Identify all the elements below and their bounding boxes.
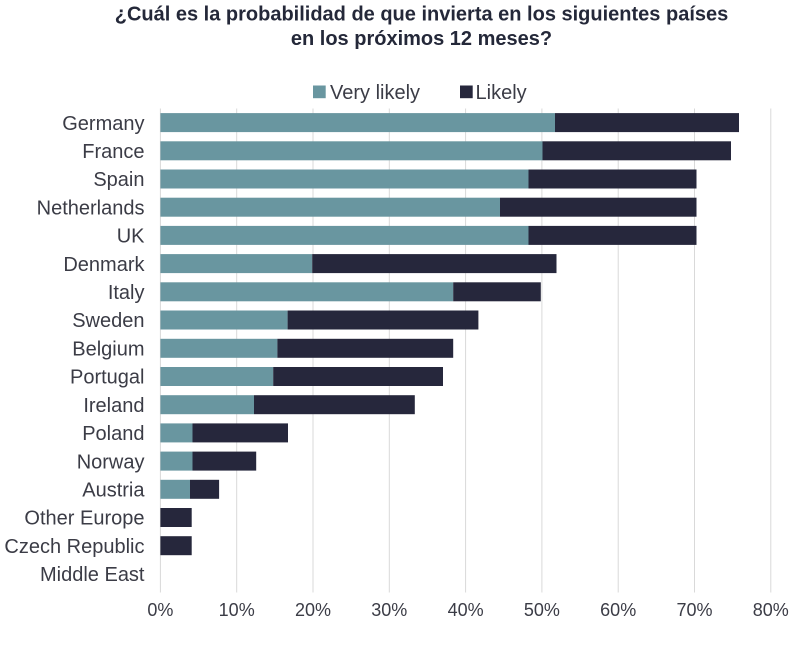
svg-text:Very likely: Very likely bbox=[330, 82, 420, 104]
svg-text:Italy: Italy bbox=[108, 282, 145, 304]
svg-text:Poland: Poland bbox=[82, 423, 144, 445]
svg-text:¿Cuál es la probabilidad de qu: ¿Cuál es la probabilidad de que invierta… bbox=[115, 3, 729, 25]
svg-text:30%: 30% bbox=[371, 600, 407, 620]
svg-text:Middle East: Middle East bbox=[40, 564, 145, 586]
svg-text:UK: UK bbox=[117, 226, 145, 248]
svg-text:Denmark: Denmark bbox=[63, 254, 145, 276]
svg-text:60%: 60% bbox=[600, 600, 636, 620]
svg-text:10%: 10% bbox=[219, 600, 255, 620]
svg-text:en los próximos 12 meses?: en los próximos 12 meses? bbox=[291, 28, 552, 50]
svg-text:Germany: Germany bbox=[62, 113, 144, 135]
svg-text:Czech Republic: Czech Republic bbox=[4, 536, 144, 558]
svg-text:50%: 50% bbox=[524, 600, 560, 620]
svg-text:France: France bbox=[82, 141, 144, 163]
svg-text:Belgium: Belgium bbox=[72, 338, 144, 360]
svg-text:Ireland: Ireland bbox=[83, 395, 144, 417]
svg-text:Austria: Austria bbox=[82, 480, 145, 502]
svg-text:80%: 80% bbox=[753, 600, 789, 620]
svg-text:40%: 40% bbox=[448, 600, 484, 620]
svg-text:20%: 20% bbox=[295, 600, 331, 620]
svg-text:Norway: Norway bbox=[77, 451, 145, 473]
svg-text:70%: 70% bbox=[676, 600, 712, 620]
svg-text:Sweden: Sweden bbox=[72, 310, 144, 332]
svg-text:Other Europe: Other Europe bbox=[24, 508, 144, 530]
svg-text:Spain: Spain bbox=[93, 169, 144, 191]
svg-text:0%: 0% bbox=[147, 600, 173, 620]
svg-text:Likely: Likely bbox=[476, 82, 527, 104]
svg-text:Portugal: Portugal bbox=[70, 367, 145, 389]
svg-text:Netherlands: Netherlands bbox=[37, 197, 145, 219]
